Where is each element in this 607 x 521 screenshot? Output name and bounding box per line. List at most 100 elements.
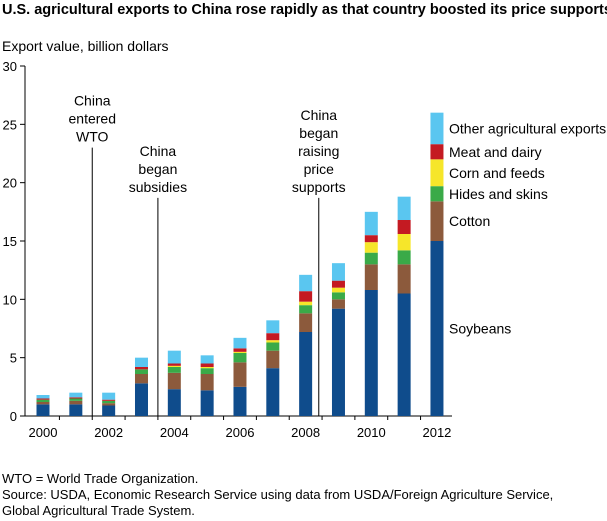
bar-stack-2008: [299, 274, 313, 416]
bar-segment: [430, 159, 444, 187]
bar-stack-2012: [430, 112, 444, 416]
y-tick-label: 25: [3, 117, 17, 132]
annotation-text: China: [300, 107, 337, 123]
x-tick-label: 2004: [160, 425, 189, 440]
bar-stack-2010: [364, 211, 378, 416]
bar-segment: [134, 374, 148, 384]
bar-segment: [200, 368, 214, 374]
bar-segment: [200, 367, 214, 369]
bar-segment: [233, 362, 247, 387]
x-tick-label: 2010: [357, 425, 386, 440]
bar-segment: [102, 400, 116, 404]
legend-label: Cotton: [449, 213, 490, 229]
x-tick-label: 2002: [94, 425, 123, 440]
bar-stack-2002: [102, 392, 116, 416]
bar-segment: [233, 348, 247, 352]
bar-segment: [397, 220, 411, 234]
bar-segment: [102, 405, 116, 416]
bar-segment: [266, 342, 280, 351]
bar-stack-2007: [266, 320, 280, 416]
annotation-text: raising: [298, 143, 339, 159]
y-axis-label: Export value, billion dollars: [2, 38, 169, 54]
axes: 0 5 10 15 20 25 30 2000 2002 2004 2006 2008 2010 2012: [3, 59, 452, 440]
bar-segment: [331, 263, 345, 281]
bar-segment: [430, 144, 444, 160]
bar-stack-2006: [233, 337, 247, 416]
bar-segment: [266, 340, 280, 343]
footnote-abbreviation: WTO = World Trade Organization.: [2, 471, 199, 486]
annotation-text: China: [74, 93, 111, 109]
bar-segment: [200, 374, 214, 391]
footnote: WTO = World Trade Organization. Source: …: [2, 471, 553, 519]
bar-segment: [331, 292, 345, 300]
x-tick-label: 2008: [291, 425, 320, 440]
annotations: China entered WTO China began subsidies China b…: [69, 93, 346, 416]
y-tick-label: 0: [10, 409, 17, 424]
bar-stack-2009: [331, 263, 345, 416]
bar-segment: [331, 299, 345, 309]
legend-label: Soybeans: [449, 321, 511, 337]
bar-segment: [266, 350, 280, 369]
bar-segment: [397, 250, 411, 265]
y-tick-label: 5: [10, 351, 17, 366]
bar-segment: [36, 398, 50, 400]
bar-segment: [36, 402, 50, 405]
bar-segment: [364, 290, 378, 416]
bar-segment: [69, 398, 83, 401]
y-tick-label: 10: [3, 292, 17, 307]
bar-segment: [167, 365, 181, 367]
bar-segment: [266, 320, 280, 334]
bar-segment: [299, 332, 313, 416]
bar-segment: [397, 293, 411, 416]
bar-segment: [430, 186, 444, 202]
bar-segment: [167, 367, 181, 373]
bar-segment: [364, 242, 378, 253]
annotation-text: price: [304, 161, 335, 177]
bars: [36, 112, 444, 416]
annotation-text: entered: [69, 111, 116, 127]
legend-label: Other agricultural exports: [449, 120, 606, 136]
bar-segment: [134, 357, 148, 367]
bar-segment: [69, 397, 83, 399]
bar-segment: [430, 201, 444, 241]
annotation-text: WTO: [76, 129, 109, 145]
bar-segment: [233, 386, 247, 416]
bar-segment: [200, 390, 214, 416]
bar-segment: [430, 241, 444, 416]
bar-segment: [134, 383, 148, 416]
bar-segment: [266, 333, 280, 341]
x-tick-label: 2006: [226, 425, 255, 440]
bar-segment: [364, 252, 378, 265]
bar-segment: [69, 400, 83, 405]
bar-segment: [167, 350, 181, 364]
bar-segment: [167, 389, 181, 416]
bar-segment: [299, 313, 313, 332]
legend-label: Corn and feeds: [449, 165, 545, 181]
bar-segment: [167, 363, 181, 366]
bar-segment: [233, 351, 247, 353]
x-tick-label: 2000: [29, 425, 58, 440]
bar-segment: [397, 234, 411, 251]
y-tick-label: 15: [3, 234, 17, 249]
bar-segment: [200, 363, 214, 367]
bar-segment: [36, 395, 50, 399]
bar-segment: [102, 399, 116, 401]
bar-segment: [331, 287, 345, 293]
footnote-source-line-2: Global Agricultural Trade System.: [2, 503, 195, 518]
bar-segment: [200, 355, 214, 364]
annotation-text: began: [299, 125, 338, 141]
bar-stack-2004: [167, 350, 181, 416]
bar-stack-2005: [200, 355, 214, 416]
bar-segment: [69, 392, 83, 398]
bar-segment: [299, 305, 313, 314]
annotation-text: supports: [292, 179, 346, 195]
bar-segment: [233, 337, 247, 349]
legend-label: Meat and dairy: [449, 144, 542, 160]
bar-segment: [102, 392, 116, 400]
bar-segment: [266, 368, 280, 416]
bar-stack-2003: [134, 357, 148, 416]
stacked-bar-chart: 0 5 10 15 20 25 30 2000 2002 2004 2006 2008 2010 2012…: [3, 59, 607, 440]
bar-stack-2000: [36, 395, 50, 416]
bar-segment: [331, 308, 345, 416]
